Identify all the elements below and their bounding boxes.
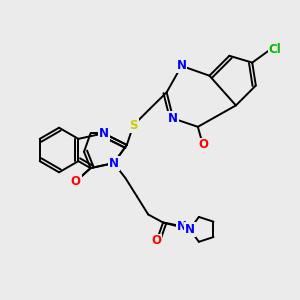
Text: O: O [198,138,208,152]
Text: O: O [71,175,81,188]
Text: N: N [176,59,187,72]
Text: N: N [109,157,119,169]
Text: N: N [99,127,109,140]
Text: O: O [71,175,81,188]
Text: N: N [99,127,109,140]
Text: N: N [176,220,187,232]
Text: N: N [185,223,195,236]
Text: Cl: Cl [269,43,281,56]
Text: O: O [152,235,161,248]
Text: N: N [168,112,178,125]
Text: S: S [129,119,138,132]
Text: N: N [109,157,119,169]
